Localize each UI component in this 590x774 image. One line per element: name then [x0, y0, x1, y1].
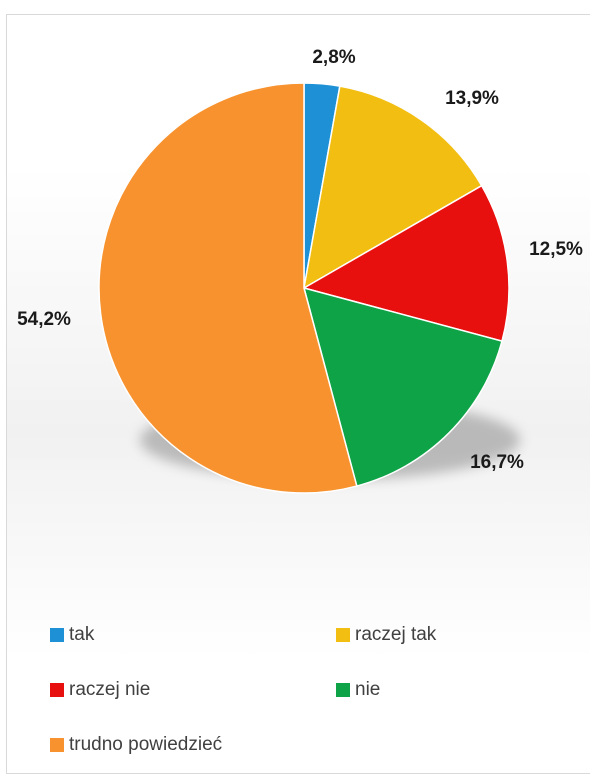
pie-slice-trudno-powiedziec	[98, 82, 358, 494]
pie-slice-raczej-tak	[302, 85, 483, 290]
data-label-nie: 16,7%	[470, 452, 524, 473]
pie-slice-nie	[302, 286, 503, 488]
data-label-raczej-tak: 13,9%	[445, 88, 499, 109]
data-label-tak: 2,8%	[312, 47, 355, 68]
pie-slice-raczej-nie	[302, 184, 510, 343]
data-label-raczej-nie: 12,5%	[529, 239, 583, 260]
data-label-trudno-powiedziec: 54,2%	[17, 309, 71, 330]
